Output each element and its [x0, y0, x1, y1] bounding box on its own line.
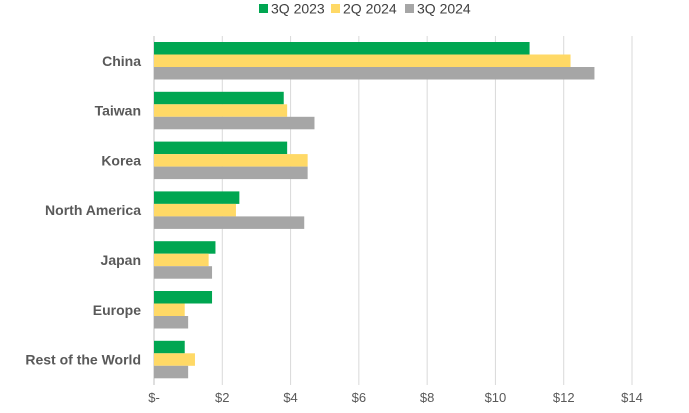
bars [154, 42, 595, 379]
legend-swatch [259, 4, 268, 13]
bar-3q-2024-rest-of-the-world [154, 365, 189, 379]
x-tick-label: $12 [553, 390, 575, 405]
category-label: Taiwan [95, 103, 141, 119]
legend-label: 2Q 2024 [343, 1, 397, 17]
bar-2q-2024-korea [154, 154, 308, 167]
x-tick-label: $2 [215, 390, 229, 405]
legend-swatch [331, 4, 340, 13]
bar-3q-2023-rest-of-the-world [154, 340, 185, 354]
bar-2q-2024-japan [154, 253, 209, 267]
bar-3q-2023-korea [154, 141, 288, 155]
bar-3q-2023-europe [154, 291, 213, 304]
legend-label: 3Q 2024 [417, 1, 471, 17]
bar-3q-2024-korea [154, 166, 308, 180]
bar-3q-2024-north-america [154, 216, 305, 229]
legend-swatch [405, 4, 414, 13]
x-tick-label: $- [148, 390, 160, 405]
category-axis-labels: China Taiwan Korea North America Japan Europe… [25, 53, 141, 368]
category-label: Rest of the World [25, 352, 141, 368]
x-tick-label: $4 [283, 390, 297, 405]
bar-3q-2023-north-america [154, 191, 240, 204]
x-tick-label: $10 [485, 390, 507, 405]
bar-2q-2024-china [154, 54, 571, 67]
bar-3q-2024-taiwan [154, 116, 315, 130]
chart-legend: 3Q 2023 2Q 2024 3Q 2024 [259, 1, 471, 17]
bar-3q-2024-europe [154, 316, 189, 329]
x-tick-label: $6 [352, 390, 366, 405]
bar-3q-2023-japan [154, 241, 216, 254]
category-label: Europe [93, 302, 141, 318]
bar-3q-2023-china [154, 42, 530, 55]
category-label: China [102, 53, 141, 69]
bar-3q-2023-taiwan [154, 91, 284, 105]
x-tick-label: $8 [420, 390, 434, 405]
x-tick-label: $14 [621, 390, 643, 405]
bar-2q-2024-taiwan [154, 104, 288, 117]
category-label: Japan [101, 252, 141, 268]
bar-2q-2024-north-america [154, 203, 236, 217]
category-label: Korea [101, 152, 141, 168]
category-label: North America [45, 202, 141, 218]
bar-3q-2024-china [154, 67, 595, 80]
bar-2q-2024-europe [154, 303, 185, 316]
value-axis-labels: $- $2 $4 $6 $8 $10 $12 $14 [148, 390, 643, 405]
bar-2q-2024-rest-of-the-world [154, 353, 195, 366]
legend-label: 3Q 2023 [271, 1, 325, 17]
bar-3q-2024-japan [154, 266, 213, 279]
